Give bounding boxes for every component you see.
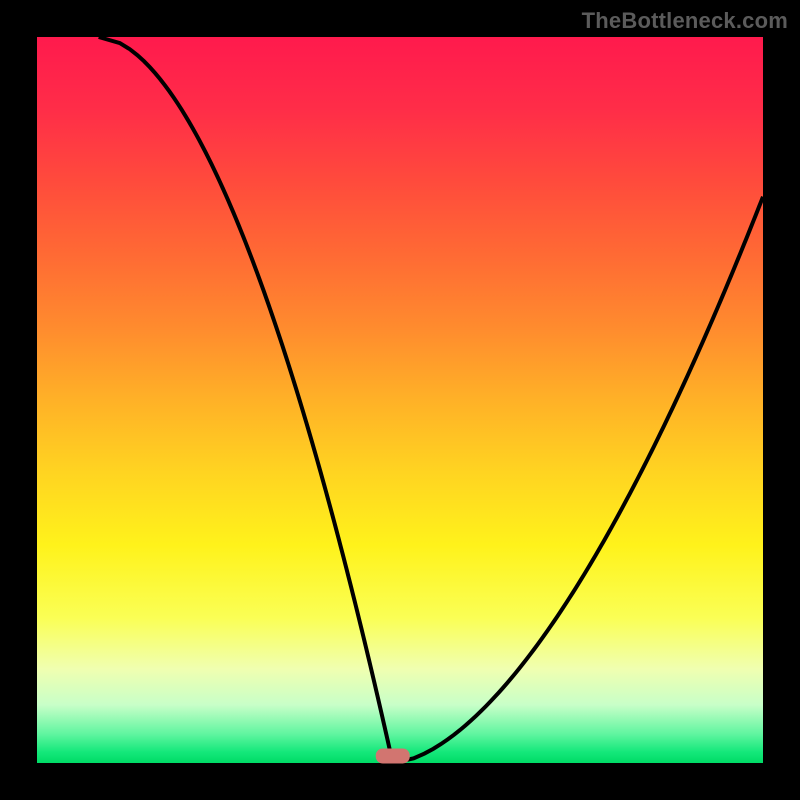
gradient-background bbox=[37, 37, 763, 763]
chart-container: TheBottleneck.com bbox=[0, 0, 800, 800]
watermark-label: TheBottleneck.com bbox=[582, 8, 788, 34]
bottleneck-marker bbox=[376, 749, 410, 764]
bottleneck-chart bbox=[0, 0, 800, 800]
